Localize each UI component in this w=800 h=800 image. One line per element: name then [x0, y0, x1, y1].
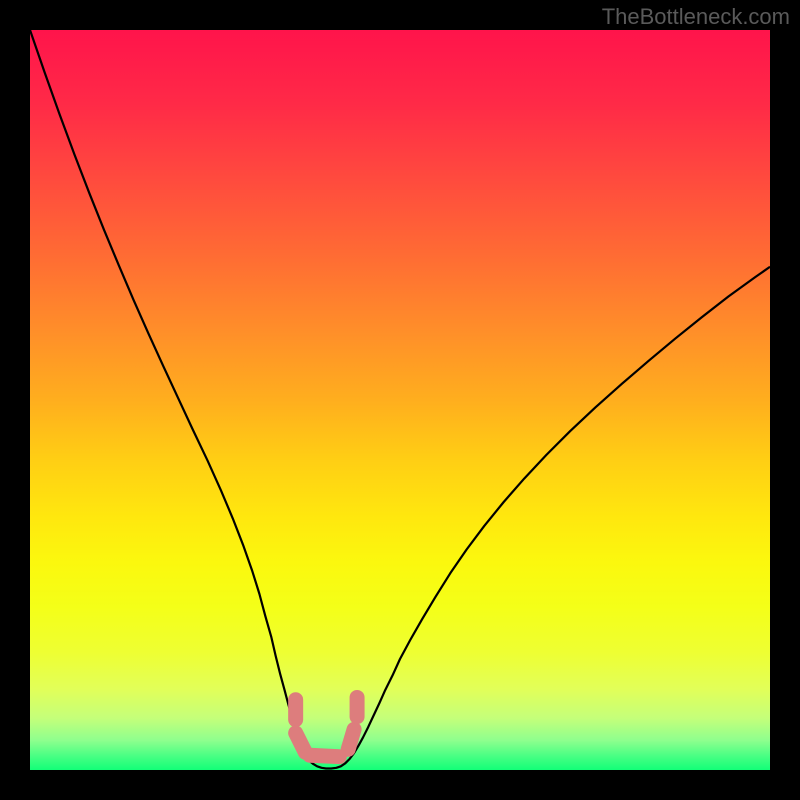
marker-segment [296, 733, 306, 752]
watermark-text: TheBottleneck.com [602, 4, 790, 30]
marker-segment [348, 729, 354, 749]
marker-segment [310, 755, 340, 756]
chart-plot-area [30, 30, 770, 770]
chart-svg [30, 30, 770, 770]
